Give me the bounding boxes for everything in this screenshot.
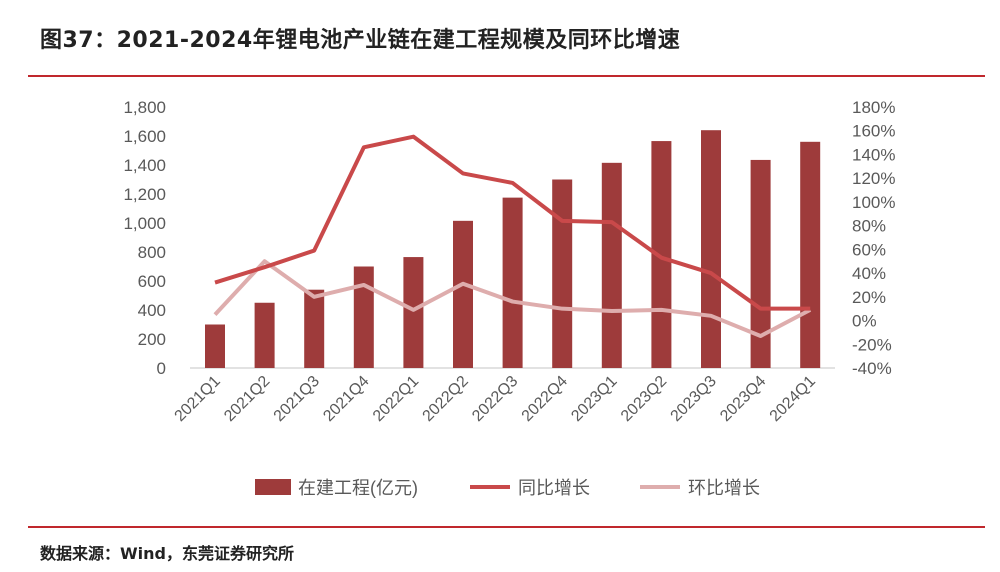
bar-2022Q4 xyxy=(552,179,573,368)
x-axis-tick: 2023Q4 xyxy=(717,373,769,425)
bar-2023Q1 xyxy=(601,162,622,368)
legend-label-qoq: 环比增长 xyxy=(688,478,760,498)
bar-2021Q1 xyxy=(205,324,225,368)
right-axis-tick: 60% xyxy=(852,240,886,259)
bar-2021Q3 xyxy=(304,289,325,368)
x-axis-tick: 2022Q1 xyxy=(370,373,422,425)
right-axis-tick: 140% xyxy=(852,145,895,164)
left-axis-tick: 1,400 xyxy=(123,156,166,175)
right-axis-tick: 120% xyxy=(852,169,895,188)
bar-2022Q2 xyxy=(453,220,473,368)
left-axis-tick: 1,000 xyxy=(123,214,166,233)
right-axis-tick: 100% xyxy=(852,193,895,212)
bar-2023Q4 xyxy=(750,159,771,368)
x-axis-tick: 2021Q2 xyxy=(221,373,273,425)
right-axis-tick: -40% xyxy=(852,359,892,378)
chart-title: 图37：2021-2024年锂电池产业链在建工程规模及同环比增速 xyxy=(40,28,681,53)
x-axis-tick: 2023Q2 xyxy=(618,373,670,425)
bar-2023Q3 xyxy=(701,130,721,368)
bar-2021Q2 xyxy=(254,302,275,368)
x-axis-tick: 2023Q1 xyxy=(568,373,620,425)
x-axis-tick: 2023Q3 xyxy=(668,373,720,425)
bar-2022Q3 xyxy=(502,197,523,368)
left-axis-tick: 0 xyxy=(157,359,166,378)
bar-2021Q4 xyxy=(353,266,374,368)
x-axis-tick: 2021Q3 xyxy=(271,373,323,425)
legend-bar-swatch xyxy=(255,479,291,495)
right-axis-tick: 20% xyxy=(852,288,886,307)
legend-label-yoy: 同比增长 xyxy=(518,478,590,498)
right-axis-tick: 180% xyxy=(852,98,895,117)
right-axis-tick: 80% xyxy=(852,217,886,236)
x-axis-tick: 2022Q4 xyxy=(519,373,571,425)
x-axis-tick: 2021Q4 xyxy=(320,373,372,425)
yoy-line xyxy=(214,134,811,311)
left-axis-tick: 400 xyxy=(138,301,166,320)
left-axis-tick: 1,200 xyxy=(123,185,166,204)
x-axis-tick: 2022Q2 xyxy=(420,373,472,425)
bottom-rule xyxy=(28,526,985,528)
source-note: 数据来源：Wind，东莞证券研究所 xyxy=(40,544,294,563)
x-axis-tick: 2021Q1 xyxy=(172,373,224,425)
right-axis-tick: 0% xyxy=(852,312,877,331)
x-axis-tick: 2024Q1 xyxy=(767,373,819,425)
right-axis-tick: 40% xyxy=(852,264,886,283)
legend-label-construction: 在建工程(亿元) xyxy=(298,478,418,498)
x-axis-tick: 2022Q3 xyxy=(469,373,521,425)
right-axis-tick: 160% xyxy=(852,122,895,141)
right-axis-tick: -20% xyxy=(852,335,892,354)
top-rule xyxy=(28,75,985,77)
qoq-line xyxy=(213,259,812,338)
left-axis-tick: 800 xyxy=(138,243,166,262)
bar-2022Q1 xyxy=(403,257,424,368)
left-axis-tick: 1,600 xyxy=(123,127,166,146)
left-axis-tick: 600 xyxy=(138,272,166,291)
bar-2024Q1 xyxy=(800,141,821,368)
left-axis-tick: 1,800 xyxy=(123,98,166,117)
left-axis-tick: 200 xyxy=(138,330,166,349)
